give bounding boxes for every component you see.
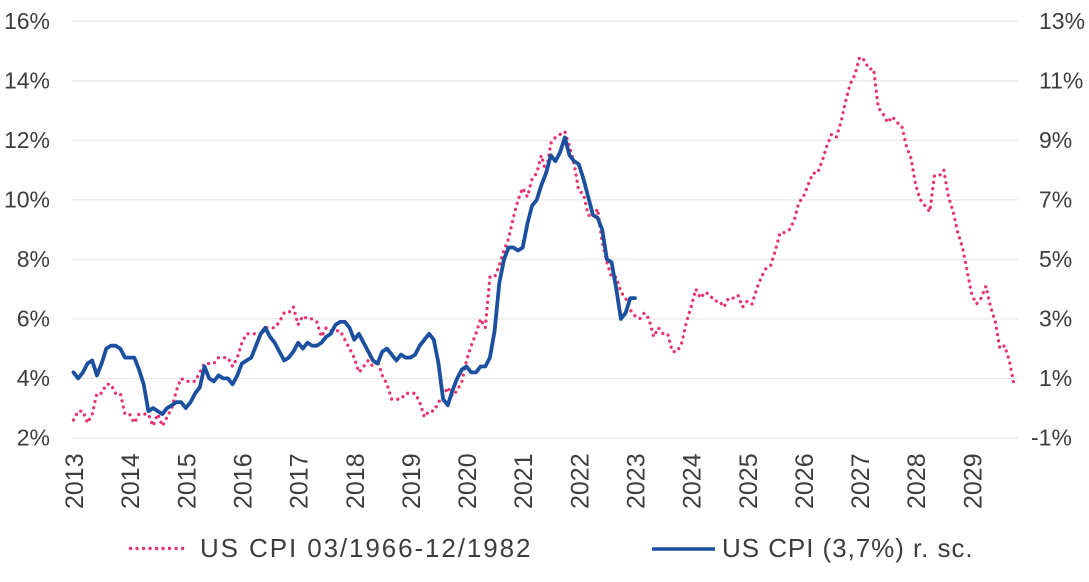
svg-text:2%: 2% xyxy=(17,424,50,450)
svg-text:2014: 2014 xyxy=(117,453,145,509)
svg-text:2018: 2018 xyxy=(342,453,370,509)
svg-text:US CPI 03/1966-12/1982: US CPI 03/1966-12/1982 xyxy=(200,533,532,563)
svg-text:2024: 2024 xyxy=(679,453,707,509)
svg-text:2017: 2017 xyxy=(286,453,314,509)
svg-text:5%: 5% xyxy=(1039,246,1072,272)
svg-text:10%: 10% xyxy=(4,186,50,212)
svg-text:2026: 2026 xyxy=(791,453,819,509)
svg-text:11%: 11% xyxy=(1039,67,1083,93)
svg-text:7%: 7% xyxy=(1039,186,1072,212)
svg-text:13%: 13% xyxy=(1039,8,1085,34)
svg-text:14%: 14% xyxy=(4,67,50,93)
svg-text:-1%: -1% xyxy=(1031,424,1072,450)
svg-text:2029: 2029 xyxy=(959,453,987,509)
svg-text:16%: 16% xyxy=(4,8,50,34)
svg-text:2016: 2016 xyxy=(229,453,257,509)
svg-text:3%: 3% xyxy=(1039,305,1072,331)
svg-text:2020: 2020 xyxy=(454,453,482,509)
svg-text:2022: 2022 xyxy=(566,453,594,509)
svg-text:6%: 6% xyxy=(17,305,50,331)
svg-text:2028: 2028 xyxy=(903,453,931,509)
svg-text:2025: 2025 xyxy=(735,453,763,509)
svg-text:4%: 4% xyxy=(17,365,50,391)
svg-text:2015: 2015 xyxy=(173,453,201,509)
svg-text:US CPI (3,7%) r. sc.: US CPI (3,7%) r. sc. xyxy=(722,533,974,563)
svg-text:2027: 2027 xyxy=(847,453,875,509)
svg-text:1%: 1% xyxy=(1039,365,1072,391)
svg-text:9%: 9% xyxy=(1039,127,1072,153)
svg-text:8%: 8% xyxy=(17,246,50,272)
svg-text:2019: 2019 xyxy=(398,453,426,509)
svg-text:2013: 2013 xyxy=(61,453,89,509)
svg-text:2023: 2023 xyxy=(623,453,651,509)
svg-text:12%: 12% xyxy=(4,127,50,153)
svg-text:2021: 2021 xyxy=(510,453,538,509)
